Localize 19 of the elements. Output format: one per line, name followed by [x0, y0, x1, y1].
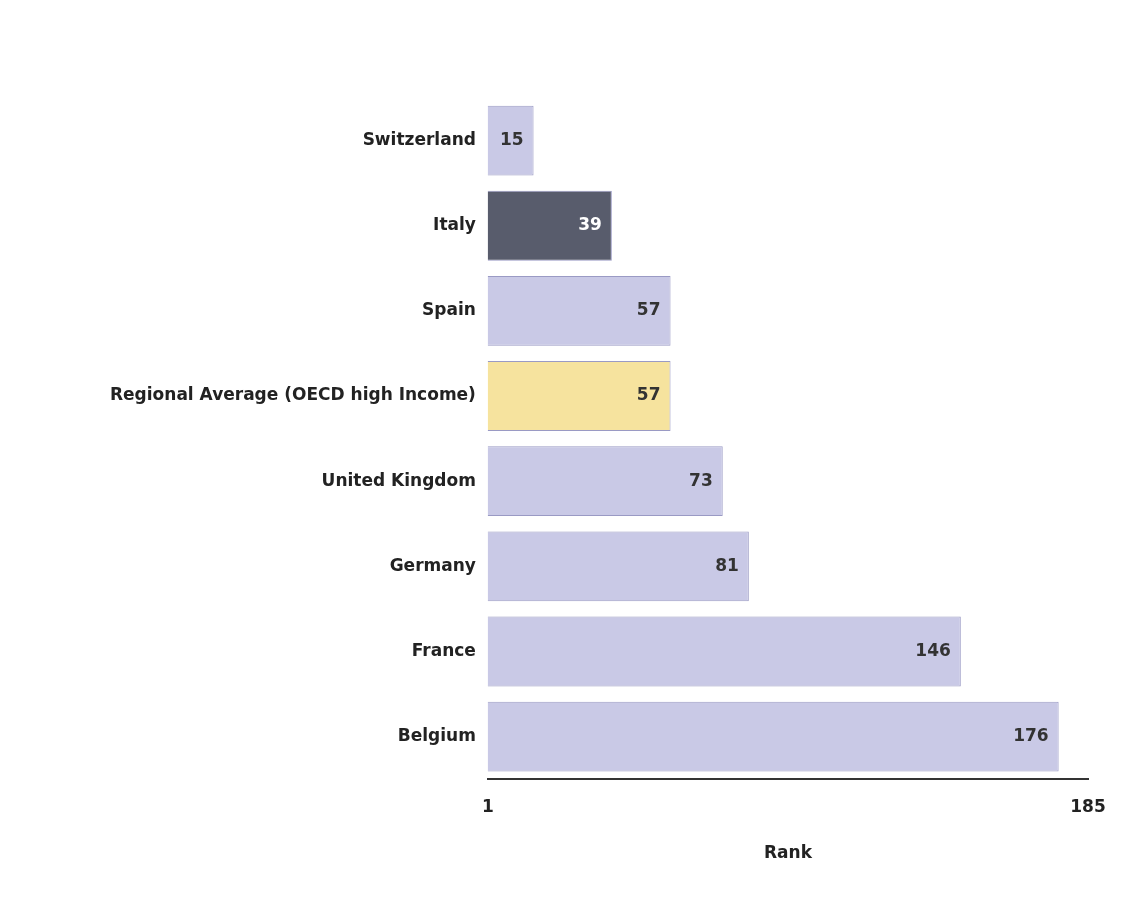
- y-tick-label: Italy: [433, 214, 476, 235]
- data-label: 176: [1013, 725, 1049, 746]
- x-axis-title: Rank: [763, 842, 813, 863]
- y-tick-label: Regional Average (OECD high Income): [109, 384, 476, 405]
- x-tick-label: 185: [1070, 795, 1106, 816]
- data-label: 15: [499, 129, 524, 149]
- y-tick-label: United Kingdom: [321, 469, 476, 490]
- y-tick-label: Germany: [389, 554, 476, 575]
- data-label: 73: [689, 469, 713, 490]
- y-tick-label: Belgium: [397, 725, 476, 746]
- data-label: 146: [915, 639, 951, 660]
- y-tick-label: France: [411, 639, 476, 660]
- data-label: 57: [636, 299, 661, 320]
- y-tick-label: Spain: [422, 299, 476, 320]
- data-label: 39: [578, 214, 602, 235]
- data-label: 57: [636, 384, 661, 405]
- data-label: 81: [715, 554, 739, 575]
- y-tick-label: Switzerland: [362, 129, 476, 149]
- x-tick-label: 1: [481, 795, 494, 816]
